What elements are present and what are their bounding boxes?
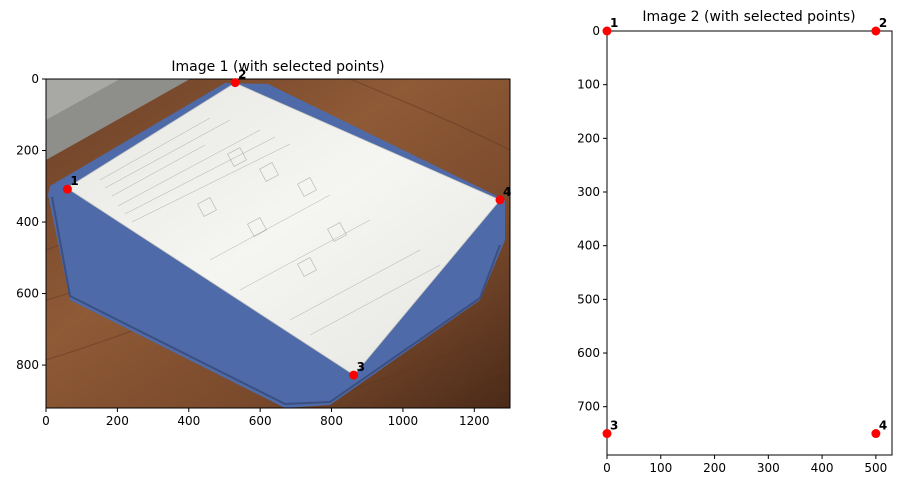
y-tick-label: 200 (577, 131, 600, 145)
y-tick-label: 800 (16, 358, 39, 372)
x-tick-label: 300 (757, 461, 780, 475)
folder-edge (51, 196, 501, 406)
selected-point-4 (495, 195, 505, 205)
x-tick-label: 800 (320, 414, 343, 428)
point-label-4: 4 (879, 419, 887, 433)
y-tick-label: 400 (16, 215, 39, 229)
x-tick-label: 600 (249, 414, 272, 428)
x-tick-label: 1000 (388, 414, 419, 428)
photo-background (46, 79, 510, 408)
axis-ticks-1: 0 200 400 600 800 1000 1200 0 200 400 600 800 (16, 72, 489, 428)
y-tick-label: 0 (31, 72, 39, 86)
panel-2: Image 2 (with selected points) 0 100 200 30… (577, 9, 893, 475)
point-label-3: 3 (610, 419, 618, 433)
point-label-1: 1 (70, 174, 78, 188)
y-tick-label: 0 (592, 24, 600, 38)
x-tick-label: 0 (42, 414, 50, 428)
selected-point-4 (871, 429, 881, 439)
x-tick-label: 0 (603, 461, 611, 475)
y-tick-label: 100 (577, 78, 600, 92)
selected-point-1 (602, 26, 612, 36)
point-label-3: 3 (357, 360, 365, 374)
point-label-4: 4 (503, 185, 511, 199)
points-1: 1 2 3 4 (62, 68, 511, 380)
plot-frame-2 (606, 30, 893, 456)
selected-point-2 (230, 78, 240, 88)
x-tick-label: 500 (864, 461, 887, 475)
x-tick-label: 400 (177, 414, 200, 428)
selected-point-2 (871, 26, 881, 36)
y-tick-label: 600 (577, 346, 600, 360)
y-tick-label: 200 (16, 144, 39, 158)
x-tick-label: 100 (649, 461, 672, 475)
y-tick-label: 400 (577, 239, 600, 253)
y-tick-label: 500 (577, 292, 600, 306)
y-tick-label: 700 (577, 400, 600, 414)
wall-corner-light (46, 79, 120, 120)
points-2: 1 2 3 4 (602, 16, 887, 439)
point-label-2: 2 (238, 68, 246, 82)
selected-point-3 (349, 370, 359, 380)
panel-1: Image 1 (with selected points) 0 200 400 60… (16, 59, 511, 428)
y-tick-label: 600 (16, 287, 39, 301)
x-tick-label: 1200 (459, 414, 490, 428)
selected-point-1 (62, 184, 72, 194)
y-tick-label: 300 (577, 185, 600, 199)
blank-image (607, 31, 892, 455)
axis-ticks-2: 0 100 200 300 400 500 0 100 200 300 400 500 600 700 (577, 24, 887, 475)
point-label-2: 2 (879, 16, 887, 30)
panel-2-title: Image 2 (with selected points) (642, 9, 855, 25)
point-label-1: 1 (610, 16, 618, 30)
printed-content (99, 117, 441, 336)
grid-figures (197, 147, 347, 277)
plot-frame-1 (45, 78, 511, 409)
x-tick-label: 400 (811, 461, 834, 475)
panel-1-title: Image 1 (with selected points) (171, 59, 384, 75)
selected-point-3 (602, 429, 612, 439)
x-tick-label: 200 (703, 461, 726, 475)
x-tick-label: 200 (106, 414, 129, 428)
